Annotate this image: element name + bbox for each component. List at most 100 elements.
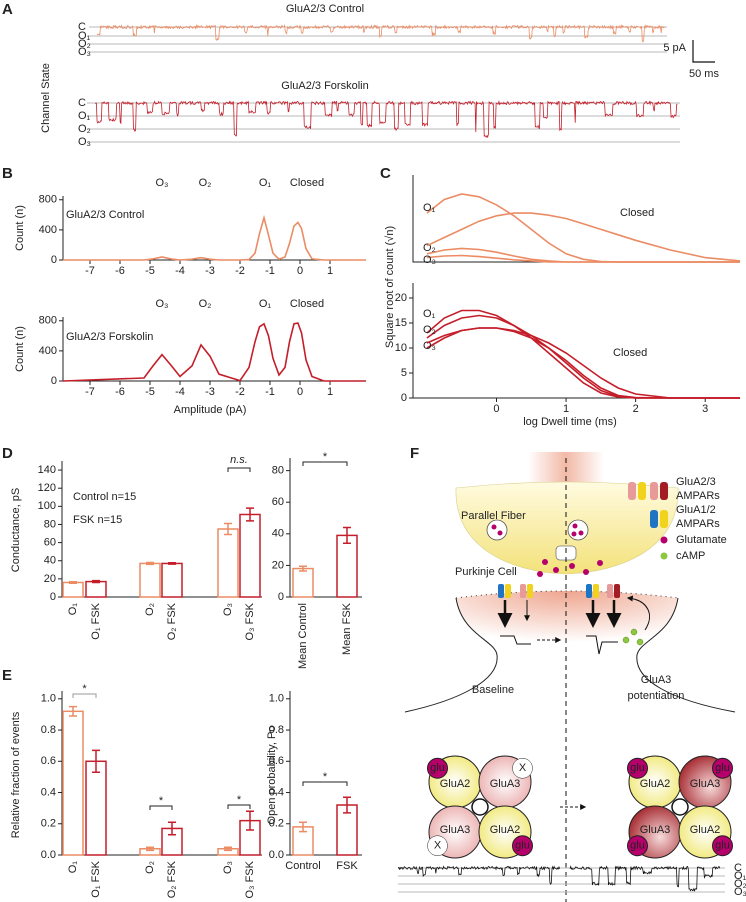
axes <box>289 458 362 598</box>
significance-bracket <box>149 805 173 810</box>
series-label: Closed <box>620 207 654 219</box>
glu-label: glu <box>515 840 530 852</box>
state-label: C <box>78 21 86 33</box>
state-label: O₂ <box>78 38 91 50</box>
peak-label: O₃ <box>155 177 168 189</box>
significance-bracket <box>227 467 251 472</box>
significance-label: * <box>159 795 164 807</box>
x-tick-label: O₁ <box>67 603 79 616</box>
fit-curve <box>63 214 366 261</box>
x-tick-label: -2 <box>235 265 245 277</box>
legend-entry: Glutamate <box>676 534 727 546</box>
bar <box>292 567 314 598</box>
y-tick-label: 80 <box>272 465 284 477</box>
y-tick-label: 0.0 <box>269 849 284 861</box>
x-tick-label: FSK <box>336 860 358 872</box>
series-label: O₂ <box>423 324 436 336</box>
y-tick-label: 800 <box>39 315 57 327</box>
x-tick-label: O₁ FSK <box>90 602 102 639</box>
subunit-label: GluA2 <box>490 824 521 836</box>
scale-bar <box>692 40 715 63</box>
x-tick-label: -4 <box>175 386 185 398</box>
x-tick-label: -6 <box>115 386 125 398</box>
x-tick-label: 1 <box>327 265 333 277</box>
y-tick-label: 20 <box>44 573 56 585</box>
error-bar <box>69 581 77 584</box>
blocked-label: X <box>434 840 442 852</box>
y-tick-label: 400 <box>39 345 57 357</box>
x-tick-label: 1 <box>327 386 333 398</box>
error-bar <box>224 846 232 852</box>
fit-curve <box>426 212 741 262</box>
blocked-label: X <box>519 762 527 774</box>
x-tick-label: O₃ <box>222 861 234 874</box>
x-tick-label: Mean FSK <box>341 602 353 655</box>
plot-label: GluA2/3 Control <box>66 209 144 221</box>
scale-label: 50 ms <box>689 68 719 80</box>
camp-dots <box>622 628 644 646</box>
spine-outline <box>636 597 736 713</box>
peak-label: Closed <box>290 298 324 310</box>
axis-title: Amplitude (pA) <box>174 404 247 416</box>
legend-entry: FSK n=15 <box>73 514 122 526</box>
diagram-art <box>404 452 736 902</box>
y-tick-label: 20 <box>272 559 284 571</box>
y-tick-label: 0 <box>51 375 57 387</box>
y-tick-label: 0.8 <box>41 724 56 736</box>
y-tick-label: 0.8 <box>269 724 284 736</box>
y-tick-label: 1.0 <box>41 693 56 705</box>
spine-outline <box>404 597 498 713</box>
y-tick-label: 0 <box>51 254 57 266</box>
fit-curve <box>426 193 740 263</box>
state-label: O₃ <box>78 46 91 58</box>
vesicle <box>486 519 508 541</box>
legend-entry: GluA2/3 <box>676 476 716 488</box>
legend-entry: GluA1/2 <box>676 504 716 516</box>
significance-label: * <box>82 683 87 695</box>
state-label: O₃ <box>734 886 746 898</box>
glutamate <box>491 523 603 577</box>
state-label: O₂ <box>78 123 91 135</box>
y-tick-label: 0.6 <box>269 755 284 767</box>
x-tick-label: 2 <box>633 403 639 415</box>
significance-label: * <box>323 451 328 463</box>
bar <box>62 581 84 598</box>
x-tick-label: -6 <box>115 265 125 277</box>
glutamate-site <box>627 757 648 779</box>
empty-site <box>427 835 448 856</box>
legend-entry: AMPARs <box>676 490 720 502</box>
bar <box>139 562 161 598</box>
peak-label: O₁ <box>259 298 272 310</box>
y-tick-label: 10 <box>395 342 407 354</box>
y-tick-label: 15 <box>395 317 407 329</box>
y-tick-label: 80 <box>44 518 56 530</box>
significance-bracket <box>302 781 348 786</box>
x-tick-label: O₃ FSK <box>244 602 256 640</box>
x-tick-label: -1 <box>265 386 275 398</box>
x-tick-label: -3 <box>205 386 215 398</box>
bouton <box>455 481 679 575</box>
significance-bracket <box>72 693 97 698</box>
glutamate-site <box>712 835 733 857</box>
pore <box>671 798 689 816</box>
bar <box>85 580 107 598</box>
mini-trace <box>500 635 531 645</box>
peak-label: O₂ <box>199 298 212 310</box>
x-tick-label: O₃ <box>222 603 234 616</box>
y-tick-label: 5 <box>401 367 407 379</box>
error-bar <box>343 796 351 814</box>
trace <box>397 865 561 885</box>
series-label: O₃ <box>423 254 436 266</box>
y-tick-label: 0 <box>278 591 284 603</box>
trace <box>94 100 678 139</box>
x-tick-label: Mean Control <box>297 603 309 669</box>
fit-curve <box>62 322 366 382</box>
fit-curve <box>426 254 740 263</box>
empty-site <box>512 758 533 779</box>
state-label: C <box>734 862 742 874</box>
series-label: O₁ <box>423 308 436 320</box>
error-bar <box>92 749 100 773</box>
legend-entry: cAMP <box>676 550 705 562</box>
plot-label: GluA2/3 Forskolin <box>66 331 153 343</box>
